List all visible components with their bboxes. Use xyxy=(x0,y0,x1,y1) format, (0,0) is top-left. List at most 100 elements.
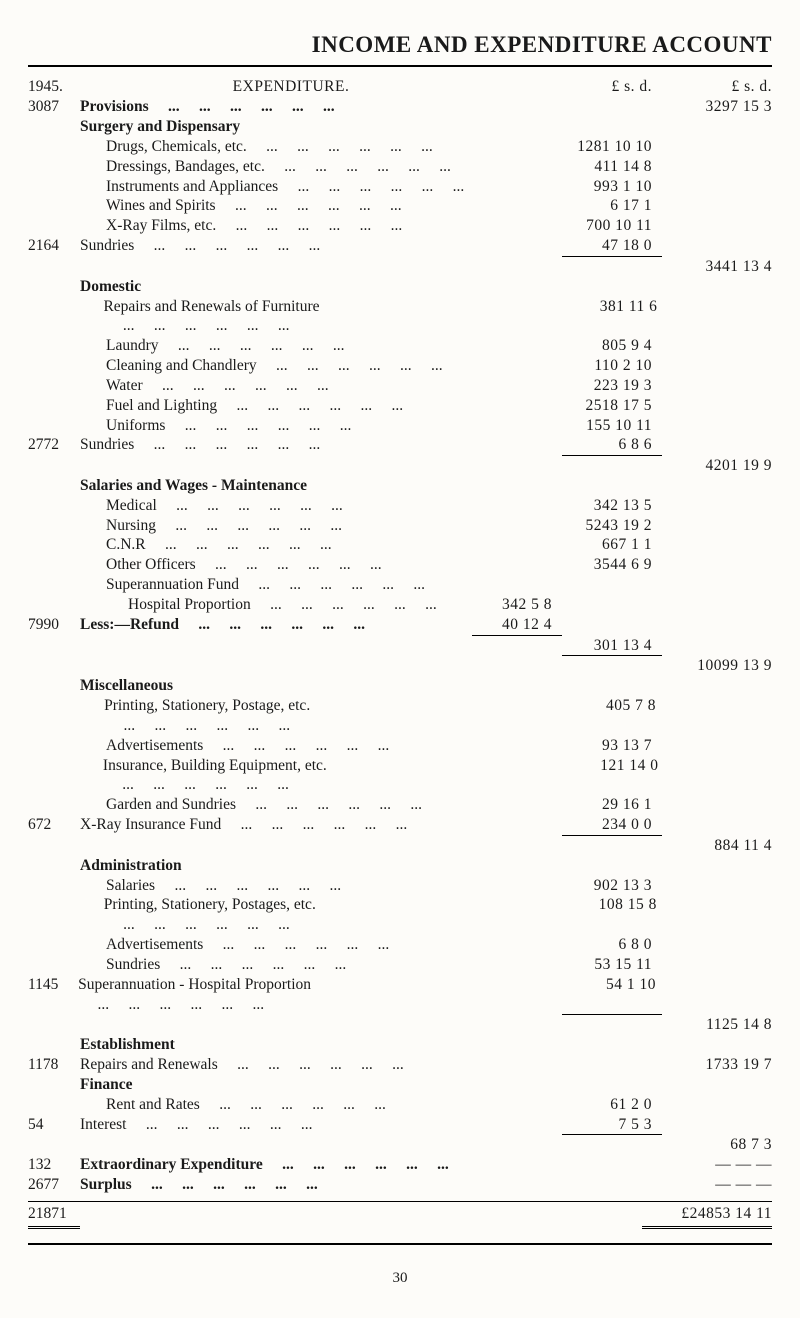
mid-amount xyxy=(472,876,562,896)
label: Salaries and Wages - Maintenance xyxy=(80,476,472,496)
domestic-title: Domestic xyxy=(28,277,772,297)
admin-title: Administration xyxy=(28,856,772,876)
sub-amount: 993 1 10 xyxy=(562,177,662,197)
ref xyxy=(28,1095,80,1115)
ref xyxy=(28,575,80,595)
line-item: Wines and Spirits6 17 1 xyxy=(28,196,772,216)
tot-amount xyxy=(662,555,772,575)
ref xyxy=(28,795,80,815)
description: Printing, Stationery, Postages, etc. xyxy=(78,895,485,935)
ref xyxy=(28,516,80,536)
sub-amount: 805 9 4 xyxy=(562,336,662,356)
surgery-total: 3441 13 4 xyxy=(662,257,772,277)
sub-amount: 121 14 0 xyxy=(574,756,669,796)
mid-amount xyxy=(472,535,562,555)
tot-amount xyxy=(662,535,772,555)
description: Advertisements xyxy=(80,736,472,756)
description: Repairs and Renewals xyxy=(80,1055,472,1075)
label: Administration xyxy=(80,856,472,876)
line-item: Water 223 19 3 xyxy=(28,376,772,396)
description: Wines and Spirits xyxy=(80,196,472,216)
ref xyxy=(28,416,80,436)
finance-total: 68 7 3 xyxy=(662,1135,772,1155)
mid-amount xyxy=(486,297,572,337)
tot-amount xyxy=(666,975,772,1015)
grand-total: £24853 14 11 xyxy=(662,1204,772,1224)
line-item: Printing, Stationery, Postage, etc.405 7… xyxy=(28,696,772,736)
mid-amount xyxy=(472,955,562,975)
description: Interest xyxy=(80,1115,472,1135)
description: Superannuation - Hospital Proportion xyxy=(78,975,482,1015)
line-item: 7990Less:—Refund40 12 4 xyxy=(28,615,772,635)
amount: 3297 15 3 xyxy=(662,97,772,117)
sub-amount: 342 13 5 xyxy=(562,496,662,516)
ref: 672 xyxy=(28,815,80,835)
description: Drugs, Chemicals, etc. xyxy=(80,137,472,157)
line-item: X-Ray Films, etc.700 10 11 xyxy=(28,216,772,236)
line-item: Other Officers 3544 6 9 xyxy=(28,555,772,575)
description: Other Officers xyxy=(80,555,472,575)
tot-amount xyxy=(662,435,772,455)
line-item: Superannuation Fund xyxy=(28,575,772,595)
tot-amount xyxy=(662,196,772,216)
ref: 1145 xyxy=(28,975,78,1015)
line-item: Uniforms155 10 11 xyxy=(28,416,772,436)
ref: 2164 xyxy=(28,236,80,256)
line-item: Laundry805 9 4 xyxy=(28,336,772,356)
misc-title: Miscellaneous xyxy=(28,676,772,696)
mid-amount xyxy=(472,575,562,595)
tot-amount xyxy=(662,396,772,416)
tot-amount xyxy=(662,1095,772,1115)
label: Domestic xyxy=(80,277,472,297)
line-item: Drugs, Chemicals, etc. 1281 10 10 xyxy=(28,137,772,157)
tot-amount xyxy=(666,696,772,736)
mid-amount xyxy=(472,435,562,455)
description: Sundries xyxy=(80,955,472,975)
admin-total: 1125 14 8 xyxy=(662,1015,772,1035)
label: Miscellaneous xyxy=(80,676,472,696)
line-item: Sundries53 15 11 xyxy=(28,955,772,975)
misc-total: 884 11 4 xyxy=(662,836,772,856)
line-item: 54Interest7 5 3 xyxy=(28,1115,772,1135)
sub-amount: 405 7 8 xyxy=(569,696,666,736)
tot-amount xyxy=(662,615,772,635)
description: Salaries xyxy=(80,876,472,896)
description: Water xyxy=(80,376,472,396)
tot-amount xyxy=(662,137,772,157)
sub-amount: 54 1 10 xyxy=(569,975,666,1015)
mid-amount xyxy=(472,157,562,177)
line-item: 672X-Ray Insurance Fund234 0 0 xyxy=(28,815,772,835)
line-item: Medical342 13 5 xyxy=(28,496,772,516)
sub-amount: 2518 17 5 xyxy=(562,396,662,416)
tot-amount xyxy=(662,795,772,815)
ref xyxy=(28,196,80,216)
sub-amount: 223 19 3 xyxy=(562,376,662,396)
tot-amount: 1733 19 7 xyxy=(662,1055,772,1075)
provisions-row: 3087 Provisions 3297 15 3 xyxy=(28,97,772,117)
sub-amount: 6 8 0 xyxy=(562,935,662,955)
surgery-title: Surgery and Dispensary xyxy=(28,117,772,137)
sub-amount: 234 0 0 xyxy=(562,815,662,835)
sub-amount: 3544 6 9 xyxy=(562,555,662,575)
ref: 132 xyxy=(28,1155,80,1175)
mid-amount xyxy=(472,137,562,157)
mid-amount: 342 5 8 xyxy=(472,595,562,615)
sub-amount: 667 1 1 xyxy=(562,535,662,555)
line-item: Advertisements6 8 0 xyxy=(28,935,772,955)
mid-amount: 40 12 4 xyxy=(472,615,562,635)
description: Nursing xyxy=(80,516,472,536)
line-item: 1178Repairs and Renewals1733 19 7 xyxy=(28,1055,772,1075)
domestic-total: 4201 19 9 xyxy=(662,456,772,476)
label: Extraordinary Expenditure xyxy=(80,1155,472,1175)
ref xyxy=(28,336,80,356)
mid-amount xyxy=(484,895,570,935)
tot-amount xyxy=(667,297,772,337)
sub-amount: 1281 10 10 xyxy=(562,137,662,157)
ref: 2772 xyxy=(28,435,80,455)
tot-amount xyxy=(662,177,772,197)
ref xyxy=(28,535,80,555)
sub-amount: 902 13 3 xyxy=(562,876,662,896)
ref xyxy=(28,297,77,337)
mid-amount xyxy=(472,216,562,236)
ref xyxy=(28,595,80,615)
